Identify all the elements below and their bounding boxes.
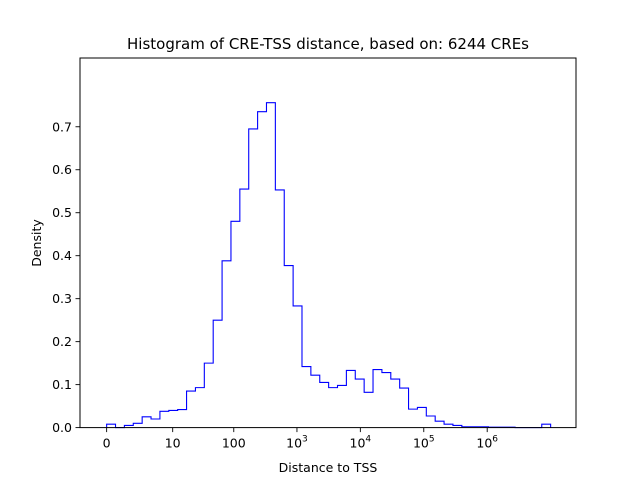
y-tick-label: 0.6: [52, 162, 72, 177]
x-tick-label: 10: [165, 436, 181, 451]
x-axis-ticks: 0 10 100 103 104 105 106: [103, 427, 498, 451]
axes-frame: [79, 57, 577, 429]
y-tick-label: 0.5: [52, 205, 72, 220]
y-tick-label: 0.4: [52, 248, 72, 263]
chart-title: Histogram of CRE-TSS distance, based on:…: [127, 35, 529, 53]
y-tick-label: 0.2: [52, 334, 72, 349]
histogram-step-line: [106, 102, 552, 429]
y-tick-label: 0.7: [52, 119, 72, 134]
y-axis-ticks: 0.0 0.1 0.2 0.3 0.4 0.5 0.6 0.7: [52, 119, 80, 435]
x-tick-label: 0: [103, 436, 111, 451]
x-tick-label: 100: [222, 436, 246, 451]
y-axis-label: Density: [29, 219, 44, 267]
y-tick-label: 0.1: [52, 377, 72, 392]
y-tick-label: 0.0: [52, 420, 72, 435]
x-tick-label: 103: [286, 435, 308, 451]
x-tick-label: 105: [413, 435, 435, 451]
x-tick-label: 106: [476, 435, 498, 451]
x-axis-label: Distance to TSS: [279, 460, 378, 475]
y-tick-label: 0.3: [52, 291, 72, 306]
x-tick-label: 104: [350, 435, 372, 451]
